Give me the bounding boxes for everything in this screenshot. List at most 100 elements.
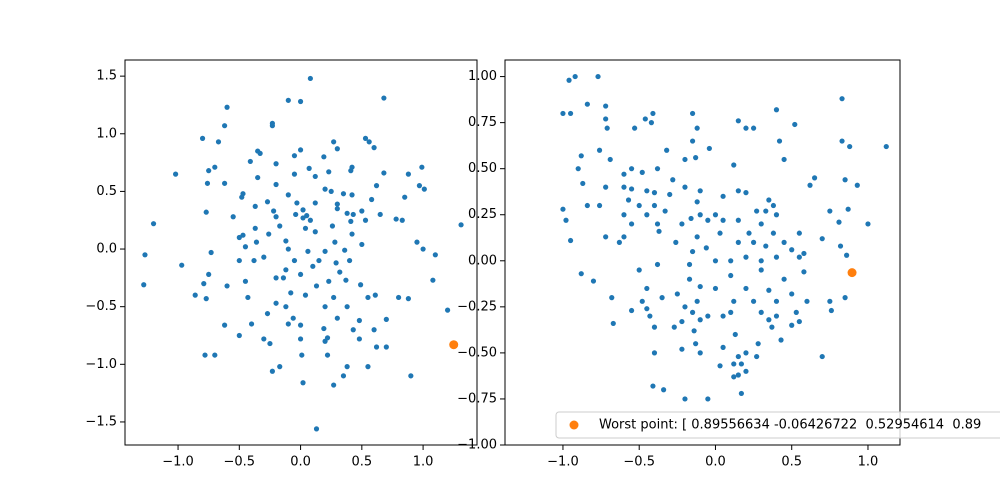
- scatter-point: [222, 180, 228, 186]
- scatter-point: [644, 306, 650, 312]
- scatter-point: [731, 162, 737, 168]
- scatter-point: [610, 320, 616, 327]
- scatter-point: [362, 135, 369, 141]
- scatter-point: [776, 138, 783, 144]
- scatter-point: [731, 298, 737, 304]
- scatter-point: [750, 298, 757, 304]
- scatter-point: [297, 336, 304, 342]
- x-tick-label: 0.5: [781, 455, 802, 470]
- scatter-point: [377, 211, 383, 218]
- scatter-point: [326, 278, 332, 284]
- scatter-point: [651, 324, 658, 330]
- scatter-point: [273, 275, 279, 281]
- scatter-point: [366, 139, 372, 145]
- scatter-point: [264, 310, 271, 317]
- scatter-point: [224, 283, 230, 289]
- scatter-point: [766, 287, 772, 293]
- scatter-point: [758, 221, 764, 227]
- scatter-point: [596, 147, 603, 153]
- scatter-point: [343, 277, 349, 283]
- scatter-point: [359, 241, 365, 248]
- scatter-point: [405, 171, 411, 177]
- scatter-point: [277, 223, 283, 229]
- scatter-point: [349, 192, 355, 198]
- x-tick-label: −0.5: [623, 455, 655, 470]
- scatter-point: [694, 199, 700, 205]
- scatter-point: [632, 125, 638, 131]
- scatter-point: [770, 230, 777, 236]
- scatter-point: [578, 271, 584, 277]
- scatter-point: [371, 145, 377, 151]
- scatter-point: [202, 352, 208, 358]
- scatter-point: [746, 230, 752, 236]
- scatter-point: [667, 191, 673, 198]
- scatter-point: [334, 146, 340, 152]
- scatter-point: [697, 350, 703, 356]
- scatter-point: [738, 361, 744, 367]
- y-tick-label: −0.25: [457, 299, 497, 314]
- scatter-point: [348, 168, 354, 174]
- y-tick-label: 0.0: [96, 242, 117, 257]
- scatter-point: [847, 143, 853, 150]
- scatter-point: [758, 267, 764, 273]
- scatter-point: [697, 188, 703, 194]
- scatter-point: [344, 364, 350, 370]
- scatter-point: [694, 234, 700, 240]
- scatter-point: [251, 257, 257, 264]
- scatter-point: [628, 186, 635, 192]
- scatter-point: [674, 291, 680, 297]
- scatter-point: [811, 175, 818, 181]
- scatter-point: [837, 243, 844, 249]
- scatter-point: [283, 304, 289, 310]
- scatter-point: [728, 258, 734, 264]
- scatter-point: [689, 248, 696, 255]
- scatter-point: [735, 239, 741, 245]
- scatter-point: [686, 261, 693, 268]
- scatter-point: [743, 125, 749, 131]
- scatter-point: [689, 138, 696, 144]
- scatter-point: [408, 373, 414, 379]
- scatter-point: [807, 182, 813, 188]
- scatter-point: [603, 103, 609, 109]
- scatter-point: [796, 318, 802, 325]
- scatter-point: [285, 97, 291, 103]
- scatter-point: [224, 104, 230, 110]
- scatter-point: [310, 263, 316, 269]
- scatter-point: [590, 278, 597, 284]
- x-tick-label: −1.0: [162, 455, 194, 470]
- scatter-point: [682, 396, 688, 402]
- scatter-point: [269, 368, 275, 374]
- scatter-point: [285, 321, 291, 327]
- scatter-point: [661, 387, 667, 393]
- scatter-point: [801, 269, 807, 275]
- scatter-point: [273, 181, 279, 188]
- scatter-point: [322, 338, 328, 344]
- scatter-point: [173, 171, 179, 177]
- scatter-point: [847, 268, 857, 278]
- scatter-point: [659, 295, 665, 301]
- scatter-point: [773, 212, 780, 218]
- scatter-point: [331, 139, 337, 145]
- scatter-point: [192, 292, 198, 298]
- scatter-point: [264, 199, 271, 205]
- scatter-point: [293, 211, 299, 218]
- scatter-point: [712, 212, 719, 218]
- scatter-point: [252, 225, 258, 231]
- scatter-point: [393, 216, 399, 222]
- scatter-point: [414, 239, 420, 245]
- scatter-point: [350, 211, 356, 218]
- y-tick-label: −1.00: [457, 438, 497, 453]
- x-tick-label: 1.0: [858, 455, 879, 470]
- scatter-point: [769, 324, 775, 330]
- scatter-point: [239, 194, 245, 200]
- scatter-point: [381, 95, 387, 101]
- scatter-point: [381, 170, 387, 176]
- scatter-point: [321, 325, 327, 332]
- scatter-point: [356, 317, 362, 324]
- scatter-point: [735, 372, 741, 378]
- scatter-point: [763, 243, 769, 249]
- scatter-point: [204, 180, 211, 186]
- scatter-point: [299, 352, 305, 358]
